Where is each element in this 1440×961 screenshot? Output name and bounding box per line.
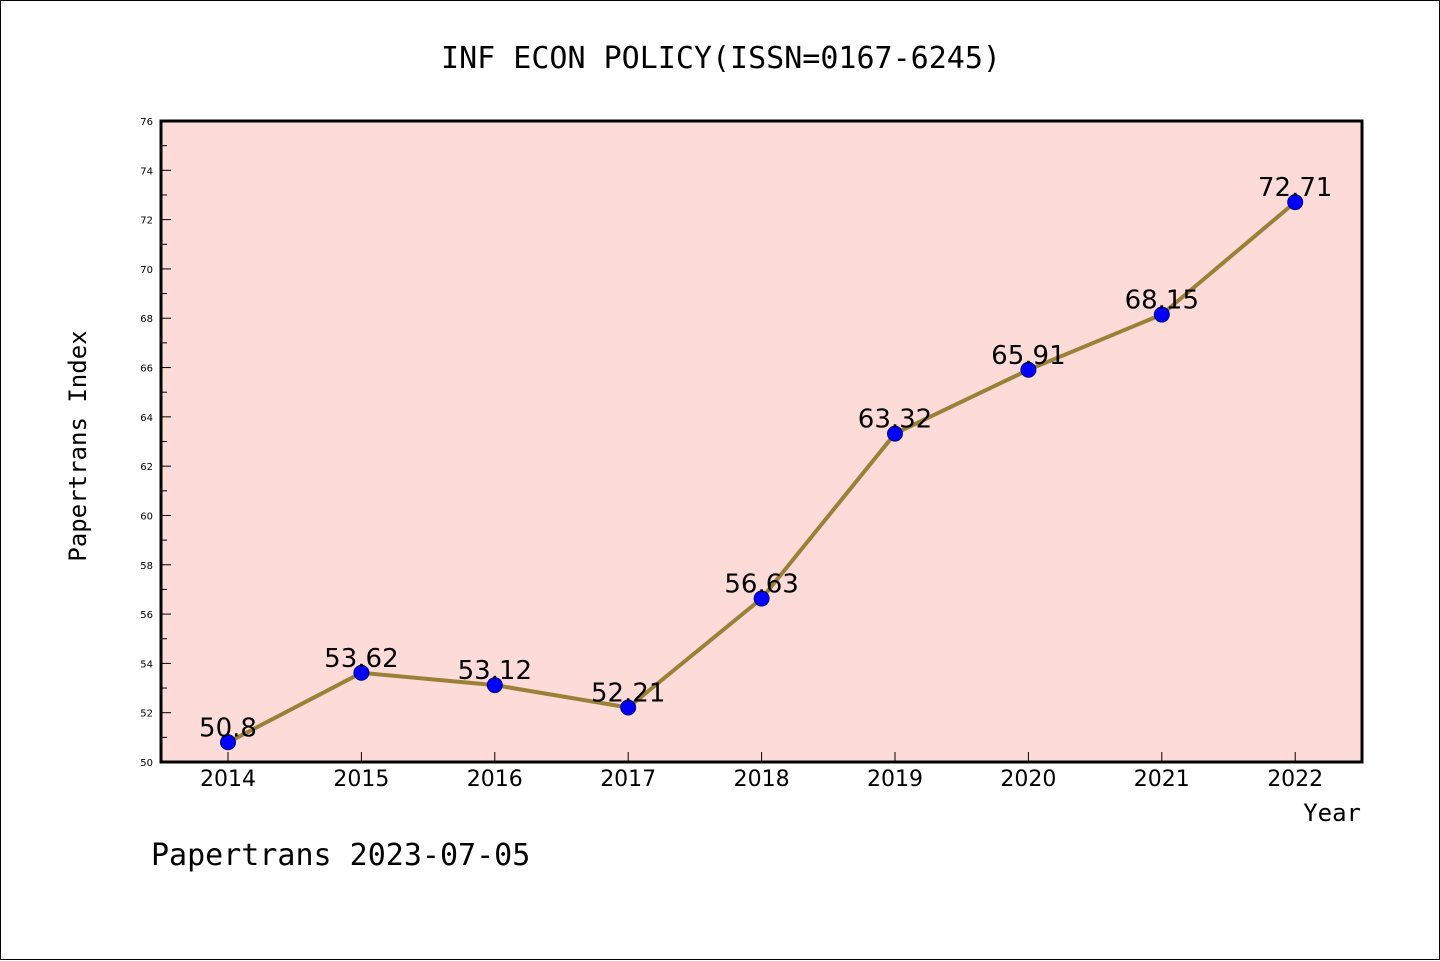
y-tick-label: 52 [140,709,153,720]
data-point [1153,306,1170,323]
y-tick-label: 62 [140,462,153,473]
y-tick-label: 64 [140,413,153,424]
y-tick-label: 76 [140,117,153,128]
y-tick-label: 70 [140,265,153,276]
data-point [753,590,770,607]
data-point [353,664,370,681]
footer-text: Papertrans 2023-07-05 [151,838,530,873]
plot-border [159,119,1364,764]
data-point [887,425,903,442]
x-tick-label: 2014 [200,767,256,792]
x-tick-label: 2022 [1267,767,1323,792]
y-tick-label: 60 [140,511,153,522]
data-label: 52.21 [591,679,665,709]
x-tick-label: 2018 [734,767,790,792]
data-point [1287,194,1304,211]
data-label: 53.62 [324,644,398,674]
chart-title: INF ECON POLICY(ISSN=0167-6245) [441,41,1001,76]
data-point [486,677,503,694]
y-tick-label: 68 [140,314,153,325]
x-tick-label: 2020 [1000,767,1056,792]
x-axis-label: Year [1303,799,1361,827]
x-tick-label: 2015 [333,767,389,792]
data-label: 72.71 [1258,173,1332,203]
data-label: 63.32 [858,405,932,435]
y-tick-label: 54 [140,659,153,670]
data-point [620,699,637,716]
data-point [1020,361,1037,378]
data-label: 50.8 [199,713,257,743]
y-tick-label: 58 [140,561,153,572]
y-tick-label: 74 [140,166,153,177]
y-tick-label: 56 [140,610,153,621]
y-tick-label: 50 [140,758,153,769]
data-point [220,734,236,751]
x-tick-label: 2019 [867,767,923,792]
y-tick-label: 72 [140,216,153,227]
x-tick-label: 2017 [600,767,656,792]
x-tick-label: 2021 [1134,767,1190,792]
y-tick-label: 66 [140,364,153,375]
data-label: 65.91 [991,341,1065,371]
data-label: 53.12 [458,656,532,686]
data-label: 56.63 [724,570,798,600]
data-label: 68.15 [1125,286,1199,316]
y-axis-label: Papertrans Index [64,330,92,561]
x-tick-label: 2016 [467,767,523,792]
plot-area [161,121,1362,762]
